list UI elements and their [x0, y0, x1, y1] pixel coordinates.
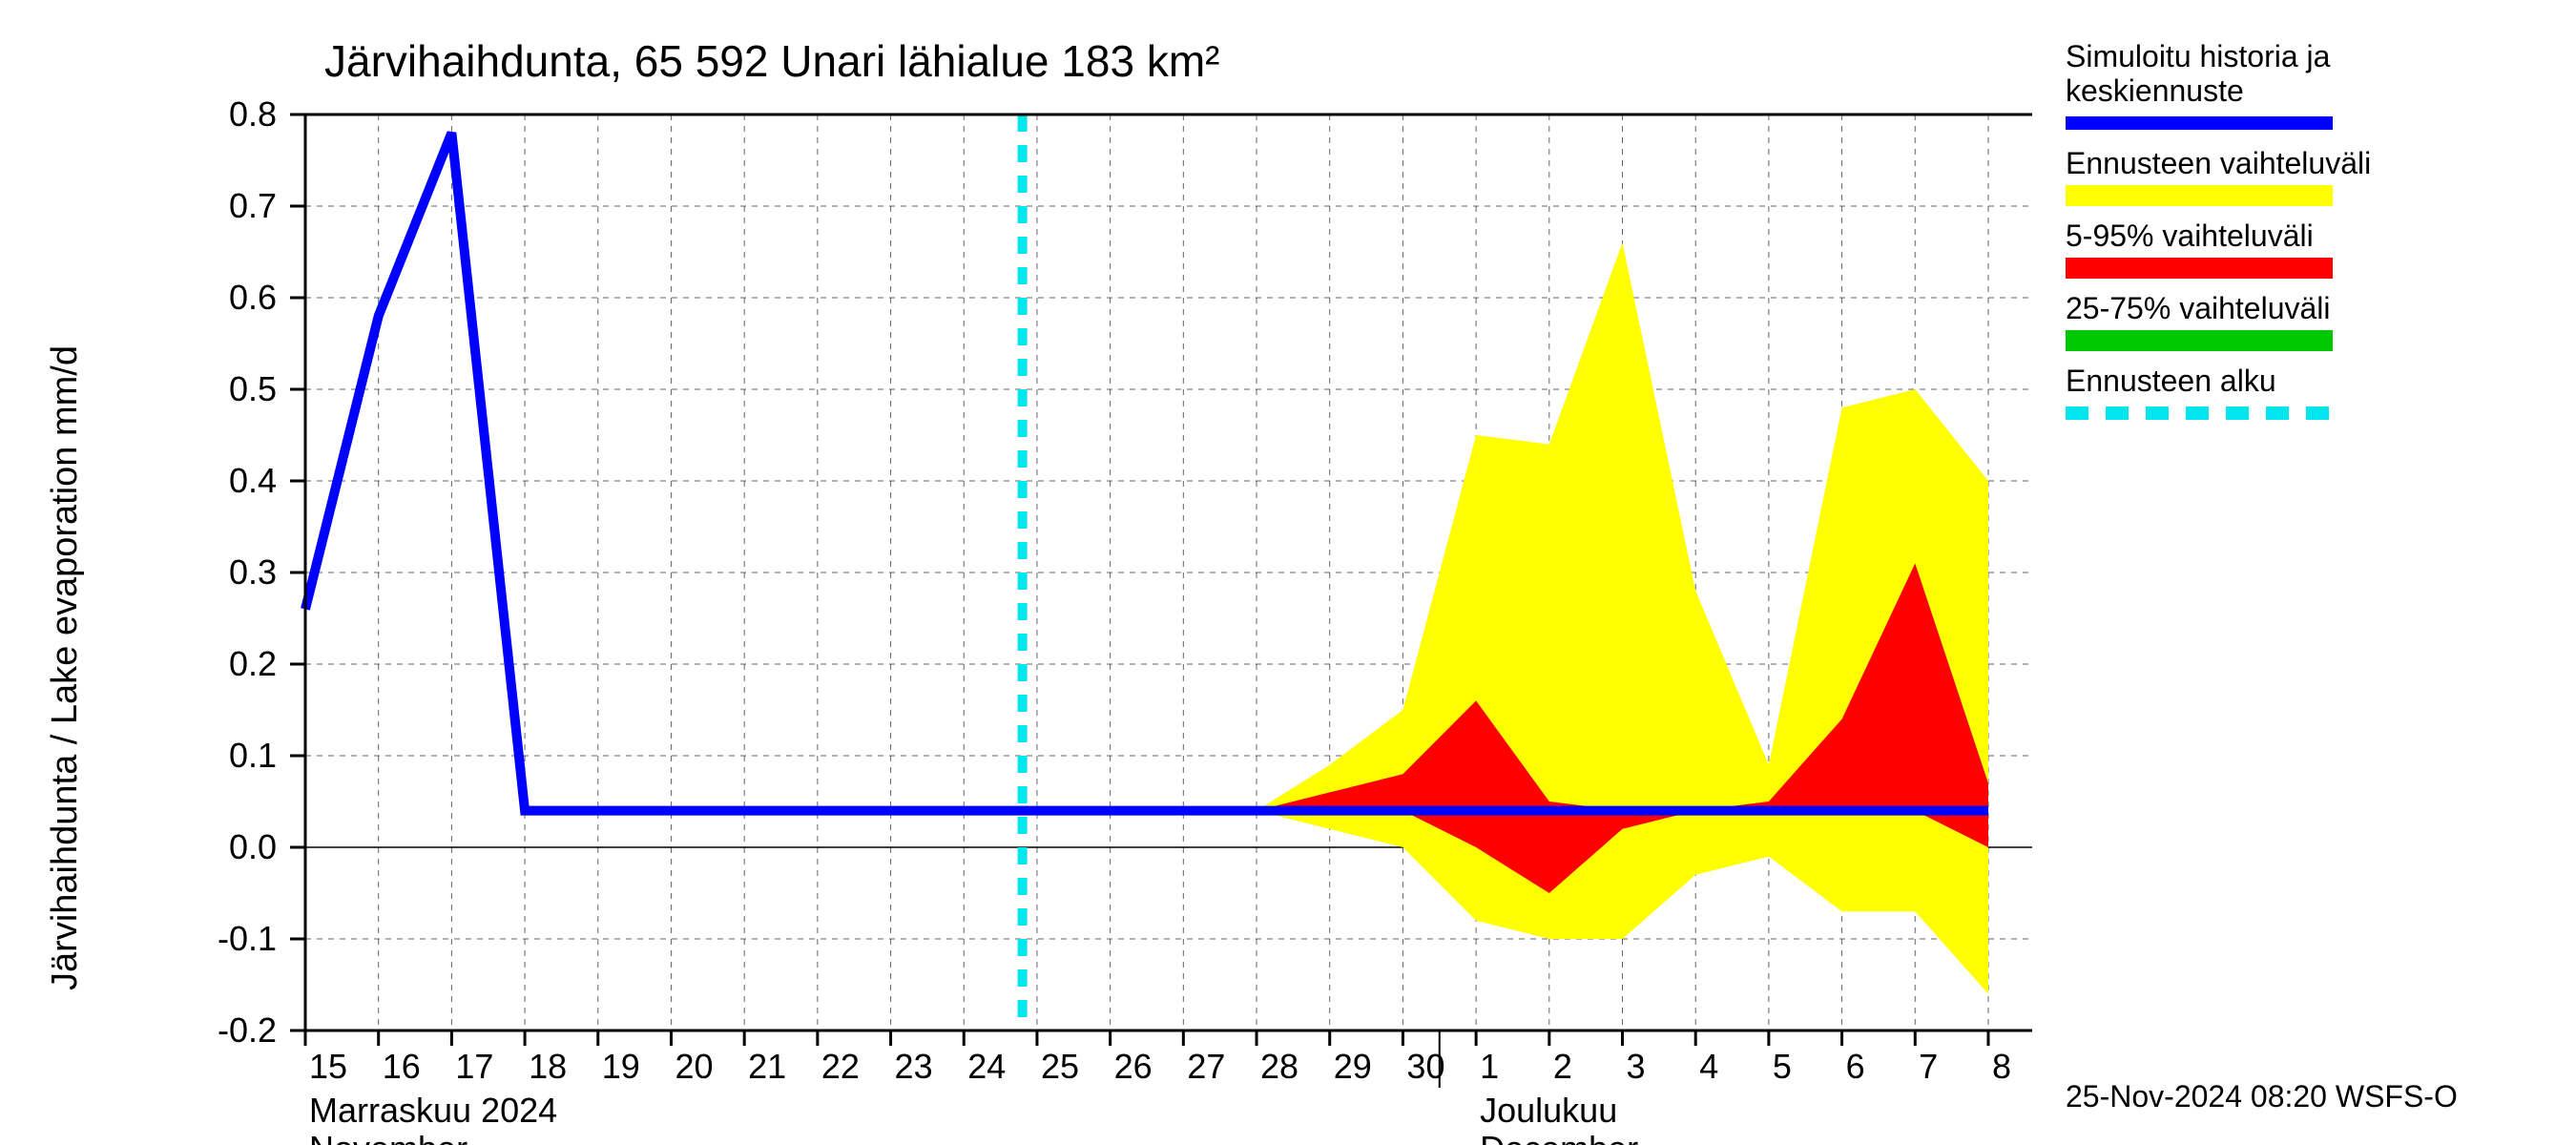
- y-tick-label: -0.2: [218, 1010, 277, 1050]
- x-tick-label: 16: [383, 1047, 421, 1086]
- month-label-fi: Marraskuu 2024: [309, 1091, 557, 1130]
- x-tick-label: 8: [1992, 1047, 2011, 1086]
- legend-label: keskiennuste: [2066, 73, 2244, 108]
- y-tick-label: 0.5: [229, 369, 277, 408]
- chart-title: Järvihaihdunta, 65 592 Unari lähialue 18…: [324, 36, 1219, 86]
- y-tick-label: 0.3: [229, 552, 277, 592]
- plot-area: -0.2-0.10.00.10.20.30.40.50.60.70.815161…: [218, 94, 2032, 1145]
- legend-swatch: [2066, 330, 2333, 351]
- month-label-en: November: [309, 1129, 467, 1145]
- legend-swatch: [2066, 185, 2333, 206]
- y-axis-label: Järvihaihdunta / Lake evaporation mm/d: [45, 345, 85, 990]
- x-tick-label: 25: [1041, 1047, 1079, 1086]
- legend-label: 25-75% vaihteluväli: [2066, 291, 2331, 325]
- x-tick-label: 3: [1627, 1047, 1646, 1086]
- x-tick-label: 21: [748, 1047, 786, 1086]
- x-tick-label: 5: [1773, 1047, 1792, 1086]
- y-tick-label: 0.1: [229, 736, 277, 775]
- legend-label: 5-95% vaihteluväli: [2066, 219, 2314, 253]
- month-label-en: December: [1480, 1129, 1638, 1145]
- x-tick-label: 6: [1846, 1047, 1865, 1086]
- y-tick-label: 0.6: [229, 278, 277, 317]
- footer-timestamp: 25-Nov-2024 08:20 WSFS-O: [2066, 1079, 2458, 1114]
- chart-svg: Järvihaihdunta / Lake evaporation mm/d J…: [0, 0, 2576, 1145]
- x-tick-label: 24: [967, 1047, 1006, 1086]
- x-tick-label: 29: [1334, 1047, 1372, 1086]
- x-tick-label: 4: [1699, 1047, 1718, 1086]
- month-label-fi: Joulukuu: [1480, 1091, 1617, 1130]
- legend-label: Ennusteen alku: [2066, 364, 2276, 398]
- y-tick-label: 0.4: [229, 461, 277, 500]
- y-tick-label: 0.0: [229, 827, 277, 866]
- yellow-band: [305, 242, 1988, 993]
- y-tick-label: 0.8: [229, 94, 277, 134]
- x-tick-label: 23: [895, 1047, 933, 1086]
- x-tick-label: 18: [529, 1047, 567, 1086]
- x-tick-label: 20: [675, 1047, 713, 1086]
- legend-swatch: [2066, 258, 2333, 279]
- y-tick-label: 0.2: [229, 644, 277, 683]
- x-tick-label: 22: [821, 1047, 860, 1086]
- x-tick-label: 15: [309, 1047, 347, 1086]
- legend-label: Simuloitu historia ja: [2066, 39, 2331, 73]
- x-tick-label: 17: [455, 1047, 493, 1086]
- x-tick-label: 28: [1260, 1047, 1298, 1086]
- x-tick-label: 27: [1187, 1047, 1225, 1086]
- x-tick-label: 2: [1553, 1047, 1572, 1086]
- x-tick-label: 26: [1114, 1047, 1153, 1086]
- legend: Simuloitu historia jakeskiennuste Ennuste…: [2066, 39, 2371, 413]
- y-tick-label: -0.1: [218, 919, 277, 958]
- x-tick-label: 19: [602, 1047, 640, 1086]
- legend-label: Ennusteen vaihteluväli: [2066, 146, 2371, 180]
- x-tick-label: 1: [1480, 1047, 1499, 1086]
- chart-container: Järvihaihdunta / Lake evaporation mm/d J…: [0, 0, 2576, 1145]
- y-tick-label: 0.7: [229, 186, 277, 225]
- x-tick-label: 7: [1919, 1047, 1938, 1086]
